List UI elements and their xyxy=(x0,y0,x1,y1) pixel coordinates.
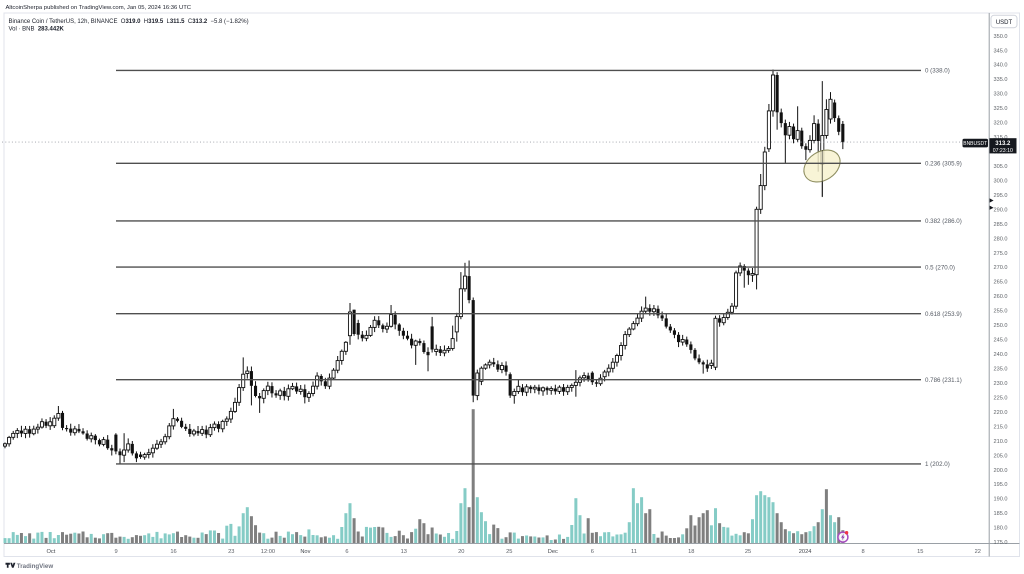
svg-text:290.0: 290.0 xyxy=(994,207,1008,213)
svg-text:185.0: 185.0 xyxy=(994,511,1008,517)
svg-text:350.0: 350.0 xyxy=(994,34,1008,40)
svg-text:25: 25 xyxy=(745,549,751,555)
svg-text:325.0: 325.0 xyxy=(994,106,1008,112)
svg-text:305.0: 305.0 xyxy=(994,164,1008,170)
svg-text:180.0: 180.0 xyxy=(994,526,1008,532)
svg-text:255.0: 255.0 xyxy=(994,309,1008,315)
svg-text:335.0: 335.0 xyxy=(994,77,1008,83)
svg-text:313.2: 313.2 xyxy=(995,141,1011,147)
svg-text:0.236 (305.9): 0.236 (305.9) xyxy=(925,161,962,168)
svg-text:200.0: 200.0 xyxy=(994,468,1008,474)
svg-text:15: 15 xyxy=(917,549,923,555)
svg-text:240.0: 240.0 xyxy=(994,352,1008,358)
svg-text:25: 25 xyxy=(506,549,512,555)
svg-text:300.0: 300.0 xyxy=(994,178,1008,184)
svg-text:225.0: 225.0 xyxy=(994,395,1008,401)
svg-text:205.0: 205.0 xyxy=(994,453,1008,459)
svg-text:07:23:10: 07:23:10 xyxy=(993,148,1013,154)
svg-text:6: 6 xyxy=(591,549,594,555)
svg-text:22: 22 xyxy=(975,549,981,555)
svg-text:BNBUSDT: BNBUSDT xyxy=(963,141,987,147)
svg-text:TradingView: TradingView xyxy=(17,563,54,570)
svg-text:280.0: 280.0 xyxy=(994,236,1008,242)
svg-text:330.0: 330.0 xyxy=(994,92,1008,98)
svg-text:265.0: 265.0 xyxy=(994,280,1008,286)
svg-text:18: 18 xyxy=(688,549,694,555)
svg-text:8: 8 xyxy=(862,549,865,555)
svg-text:Dec: Dec xyxy=(548,549,558,555)
svg-text:210.0: 210.0 xyxy=(994,439,1008,445)
svg-text:AltcoinSherpa published on Tra: AltcoinSherpa published on TradingView.c… xyxy=(6,5,192,11)
svg-text:12:00: 12:00 xyxy=(261,549,275,555)
svg-text:195.0: 195.0 xyxy=(994,482,1008,488)
svg-text:220.0: 220.0 xyxy=(994,410,1008,416)
svg-text:Binance Coin / TetherUS, 12h,: Binance Coin / TetherUS, 12h, BINANCE O3… xyxy=(9,19,249,25)
svg-text:250.0: 250.0 xyxy=(994,323,1008,329)
svg-text:0.618 (253.9): 0.618 (253.9) xyxy=(925,311,962,318)
svg-text:Oct: Oct xyxy=(46,549,55,555)
svg-text:295.0: 295.0 xyxy=(994,193,1008,199)
svg-text:320.0: 320.0 xyxy=(994,121,1008,127)
svg-text:20: 20 xyxy=(458,549,464,555)
svg-text:23: 23 xyxy=(228,549,234,555)
svg-text:260.0: 260.0 xyxy=(994,294,1008,300)
svg-text:235.0: 235.0 xyxy=(994,367,1008,373)
svg-text:16: 16 xyxy=(170,549,176,555)
svg-text:215.0: 215.0 xyxy=(994,424,1008,430)
svg-text:270.0: 270.0 xyxy=(994,265,1008,271)
svg-text:6: 6 xyxy=(345,549,348,555)
svg-text:0 (338.0): 0 (338.0) xyxy=(925,68,950,75)
svg-text:245.0: 245.0 xyxy=(994,338,1008,344)
svg-text:285.0: 285.0 xyxy=(994,222,1008,228)
svg-text:230.0: 230.0 xyxy=(994,381,1008,387)
svg-text:315.0: 315.0 xyxy=(994,135,1008,141)
svg-text:Vol · BNB 283.442K: Vol · BNB 283.442K xyxy=(9,27,65,33)
svg-text:USDT: USDT xyxy=(996,20,1013,26)
svg-text:1 (202.0): 1 (202.0) xyxy=(925,461,950,468)
svg-text:0.786 (231.1): 0.786 (231.1) xyxy=(925,377,962,384)
svg-text:9: 9 xyxy=(115,549,118,555)
svg-text:340.0: 340.0 xyxy=(994,63,1008,69)
svg-text:13: 13 xyxy=(401,549,407,555)
svg-text:190.0: 190.0 xyxy=(994,497,1008,503)
svg-text:175.0: 175.0 xyxy=(994,540,1008,546)
svg-text:0.5 (270.0): 0.5 (270.0) xyxy=(925,264,955,271)
svg-text:2024: 2024 xyxy=(799,549,812,555)
svg-text:Nov: Nov xyxy=(300,549,310,555)
svg-text:11: 11 xyxy=(631,549,637,555)
svg-text:275.0: 275.0 xyxy=(994,251,1008,257)
svg-text:345.0: 345.0 xyxy=(994,48,1008,54)
svg-text:0.382 (286.0): 0.382 (286.0) xyxy=(925,218,962,225)
